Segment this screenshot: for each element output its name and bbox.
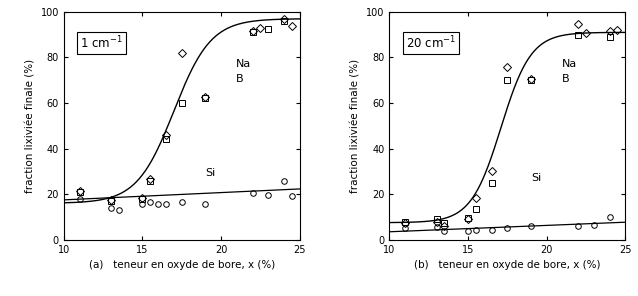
Text: 20 cm$^{-1}$: 20 cm$^{-1}$ xyxy=(406,35,456,51)
Text: B: B xyxy=(561,75,569,84)
Text: 1 cm$^{-1}$: 1 cm$^{-1}$ xyxy=(80,35,123,51)
Y-axis label: fraction lixiviée finale (%): fraction lixiviée finale (%) xyxy=(350,59,360,193)
Text: Si: Si xyxy=(531,173,541,183)
Text: Na: Na xyxy=(236,59,251,69)
X-axis label: (a)   teneur en oxyde de bore, x (%): (a) teneur en oxyde de bore, x (%) xyxy=(89,260,275,270)
Text: B: B xyxy=(236,75,244,84)
Text: Si: Si xyxy=(205,168,216,178)
Text: Na: Na xyxy=(561,59,577,69)
Y-axis label: fraction lixiviée finale (%): fraction lixiviée finale (%) xyxy=(25,59,35,193)
X-axis label: (b)   teneur en oxyde de bore, x (%): (b) teneur en oxyde de bore, x (%) xyxy=(414,260,600,270)
